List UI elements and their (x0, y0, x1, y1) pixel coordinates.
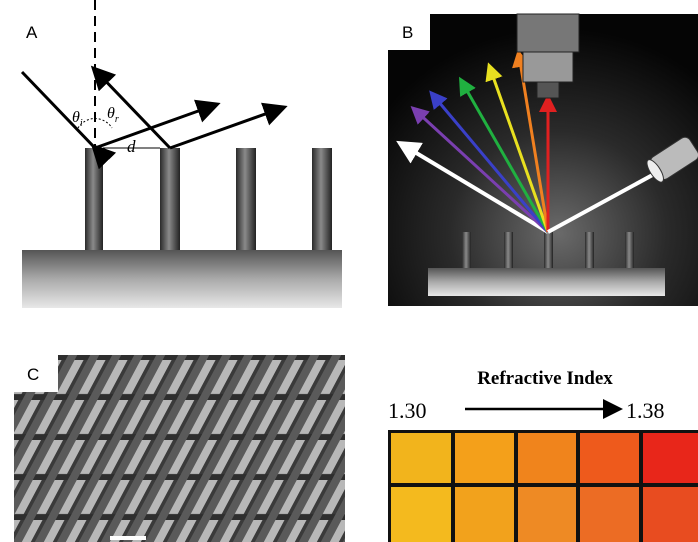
swatch (391, 433, 451, 483)
substrate (428, 268, 665, 296)
swatch (643, 433, 698, 483)
panel-label: A (26, 23, 38, 42)
swatch (643, 487, 698, 542)
spacing-label: d (127, 137, 136, 156)
swatch (455, 433, 514, 483)
swatch (518, 487, 576, 542)
theta-r: θr (107, 105, 119, 125)
pillar (312, 148, 332, 250)
sem-image (14, 355, 345, 542)
pillar (236, 148, 256, 250)
detector (523, 52, 573, 82)
pillar (504, 232, 513, 268)
pillar (585, 232, 594, 268)
detector (537, 82, 559, 98)
swatch (580, 487, 639, 542)
incident-ray (22, 72, 95, 148)
pillar (85, 148, 103, 250)
swatch (455, 487, 514, 542)
theta-subscript: i (80, 118, 83, 129)
panel-d: Refractive Index 1.30 1.38 (388, 368, 698, 542)
swatch (518, 433, 576, 483)
panel-label: B (402, 23, 413, 42)
pillar (625, 232, 634, 268)
swatch (580, 433, 639, 483)
panel-c: C (14, 355, 345, 542)
substrate (22, 250, 342, 308)
pillar (544, 232, 553, 268)
scale-bar (110, 536, 146, 540)
panel-a: θi θr d A (22, 0, 342, 308)
detector (517, 14, 579, 52)
theta-symbol: θ (107, 105, 115, 122)
title: Refractive Index (477, 368, 613, 389)
pillar (462, 232, 471, 268)
swatch (391, 487, 451, 542)
pillar (160, 148, 180, 250)
low-value: 1.30 (388, 398, 427, 423)
figure: θi θr d A B (0, 0, 698, 542)
high-value: 1.38 (626, 398, 665, 423)
panel-b: B (388, 14, 698, 306)
theta-subscript: r (115, 114, 119, 125)
panel-label: C (27, 365, 39, 384)
theta-symbol: θ (72, 109, 80, 126)
